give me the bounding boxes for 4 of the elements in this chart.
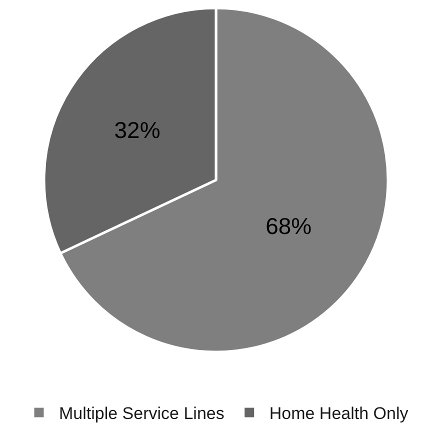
legend-label: Multiple Service Lines (59, 404, 224, 424)
data-label: 32% (114, 117, 160, 144)
legend-label: Home Health Only (269, 404, 409, 424)
data-label: 68% (266, 213, 312, 240)
